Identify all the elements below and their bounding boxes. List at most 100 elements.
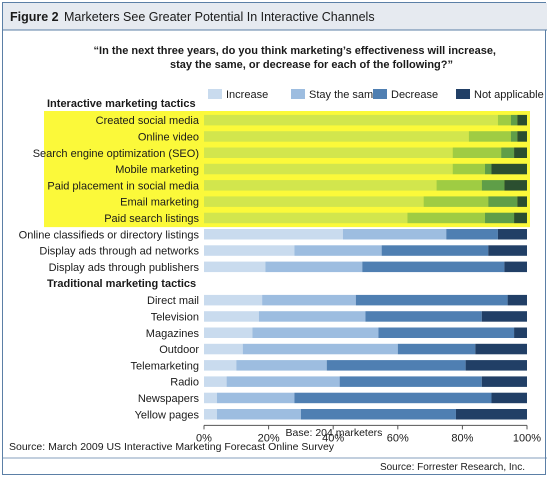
bar-segment-paid-placement-in-social-media-increase [204,180,437,191]
legend-swatch-stay-the-same [291,89,305,99]
bar-segment-radio-stay-the-same [226,376,340,387]
bar-segment-online-classifieds-or-directory-listings-increase [204,229,343,240]
bar-segment-television-increase [204,311,259,322]
bar-segment-online-video-stay-the-same [468,131,511,142]
bar-segment-mobile-marketing-decrease [485,163,492,175]
group-heading-interactive-marketing-tactics: Interactive marketing tactics [47,98,196,110]
bar-segment-display-ads-through-ad-networks-stay-the-same [294,245,382,256]
bar-segment-email-marketing-decrease [488,196,518,207]
bar-segment-created-social-media-decrease [510,114,518,126]
row-label-television: Television [151,311,199,323]
bar-segment-yellow-pages-stay-the-same [216,409,301,420]
bar-segment-search-engine-optimization-seo-not-applicable [514,147,527,158]
row-label-display-ads-through-publishers: Display ads through publishers [49,262,200,274]
bar-segment-magazines-not-applicable [514,327,527,338]
bar-segment-radio-not-applicable [481,376,527,387]
legend-swatch-increase [208,89,222,99]
bar-segment-newspapers-stay-the-same [216,392,295,404]
x-tick-label-1: 20% [258,432,280,444]
row-label-outdoor: Outdoor [159,344,199,356]
bar-segment-email-marketing-stay-the-same [423,196,489,207]
bar-segment-magazines-stay-the-same [252,327,379,338]
bar-segment-created-social-media-increase [204,114,498,126]
bar-segment-email-marketing-not-applicable [517,196,527,207]
row-label-telemarketing: Telemarketing [131,360,199,372]
survey-source: Source: March 2009 US Interactive Market… [9,441,335,453]
bar-segment-magazines-increase [204,327,253,338]
plot-area: Increase Stay the same Decrease Not applica… [19,89,544,444]
bar-segment-magazines-decrease [378,327,515,338]
x-tick-label-4: 80% [451,432,473,444]
bar-segment-display-ads-through-ad-networks-decrease [381,245,489,256]
bar-segment-online-classifieds-or-directory-listings-stay-the-same [342,229,447,240]
bar-segment-direct-mail-not-applicable [507,294,527,306]
bar-segment-created-social-media-stay-the-same [497,114,511,126]
x-tick-label-0: 0% [196,432,212,444]
bar-segment-paid-search-listings-increase [204,212,408,224]
x-tick-label-5: 100% [513,432,541,444]
bar-segment-yellow-pages-not-applicable [455,409,527,420]
bar-segment-yellow-pages-increase [204,409,217,420]
bar-segment-display-ads-through-ad-networks-not-applicable [488,245,527,256]
legend-label-increase: Increase [226,89,268,101]
bar-segment-online-video-not-applicable [517,131,527,142]
bar-segment-outdoor-decrease [397,343,476,355]
bar-segment-search-engine-optimization-seo-increase [204,147,453,158]
bar-segment-paid-placement-in-social-media-decrease [481,180,505,191]
bar-segment-direct-mail-decrease [355,294,508,306]
x-tick-label-2: 40% [322,432,344,444]
bar-segment-online-video-decrease [510,131,518,142]
bar-segment-radio-decrease [339,376,482,387]
bar-segment-outdoor-not-applicable [475,343,527,355]
base-note: Base: 204 marketers [286,427,383,439]
bar-segment-paid-search-listings-decrease [485,212,515,224]
legend-label-stay-the-same: Stay the same [309,89,379,101]
bar-segment-display-ads-through-publishers-not-applicable [504,261,527,273]
figure-title-bar [3,3,547,30]
bar-segment-display-ads-through-publishers-decrease [362,261,505,273]
bar-segment-telemarketing-stay-the-same [236,360,327,371]
legend-swatch-not-applicable [456,89,470,99]
bar-segment-paid-search-listings-stay-the-same [407,212,486,224]
bar-segment-outdoor-increase [204,343,243,355]
bar-segment-online-classifieds-or-directory-listings-not-applicable [497,229,527,240]
group-heading-traditional-marketing-tactics: Traditional marketing tactics [47,278,196,290]
bar-segment-search-engine-optimization-seo-stay-the-same [452,147,502,158]
bar-segment-online-classifieds-or-directory-listings-decrease [446,229,498,240]
legend-swatch-decrease [373,89,387,99]
row-label-online-classifieds-or-directory-listings: Online classifieds or directory listings [19,229,200,241]
row-label-radio: Radio [170,377,199,389]
bar-segment-mobile-marketing-not-applicable [491,163,527,175]
bar-segment-telemarketing-decrease [326,360,466,371]
bar-segment-display-ads-through-publishers-increase [204,261,266,273]
bar-segment-search-engine-optimization-seo-decrease [501,147,515,158]
bar-segment-display-ads-through-ad-networks-increase [204,245,295,256]
bar-segment-television-not-applicable [481,311,527,322]
row-label-created-social-media: Created social media [96,115,200,127]
row-label-magazines: Magazines [146,328,200,340]
bar-segment-paid-placement-in-social-media-stay-the-same [436,180,482,191]
bar-segment-telemarketing-increase [204,360,237,371]
bar-segment-newspapers-not-applicable [491,392,527,404]
figure-label: Figure 2 [10,10,59,24]
credit-line: Source: Forrester Research, Inc. [380,462,525,473]
row-label-email-marketing: Email marketing [120,197,199,209]
row-label-yellow-pages: Yellow pages [135,409,200,421]
bar-segment-email-marketing-increase [204,196,424,207]
row-label-search-engine-optimization-seo: Search engine optimization (SEO) [33,148,199,160]
row-label-paid-search-listings: Paid search listings [104,213,199,225]
row-label-mobile-marketing: Mobile marketing [115,164,199,176]
bar-segment-paid-placement-in-social-media-not-applicable [504,180,527,191]
row-label-direct-mail: Direct mail [147,295,199,307]
bar-segment-television-stay-the-same [258,311,366,322]
legend-label-decrease: Decrease [391,89,438,101]
bar-segment-yellow-pages-decrease [300,409,456,420]
row-label-display-ads-through-ad-networks: Display ads through ad networks [39,246,199,258]
bar-segment-newspapers-decrease [294,392,492,404]
survey-question-line-2: stay the same, or decrease for each of t… [170,59,453,71]
bar-segment-television-decrease [365,311,482,322]
bar-segment-online-video-increase [204,131,469,142]
bar-segment-telemarketing-not-applicable [465,360,527,371]
stacked-bar-chart: Figure 2 Marketers See Greater Potential… [3,3,547,473]
legend-label-not-applicable: Not applicable [474,89,544,101]
